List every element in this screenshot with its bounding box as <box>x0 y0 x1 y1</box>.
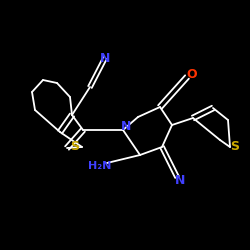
Text: N: N <box>175 174 185 186</box>
Text: H₂N: H₂N <box>88 161 112 171</box>
Text: O: O <box>187 68 197 80</box>
Text: S: S <box>230 140 239 153</box>
Text: N: N <box>121 120 131 134</box>
Text: S: S <box>70 140 80 153</box>
Text: N: N <box>100 52 110 64</box>
